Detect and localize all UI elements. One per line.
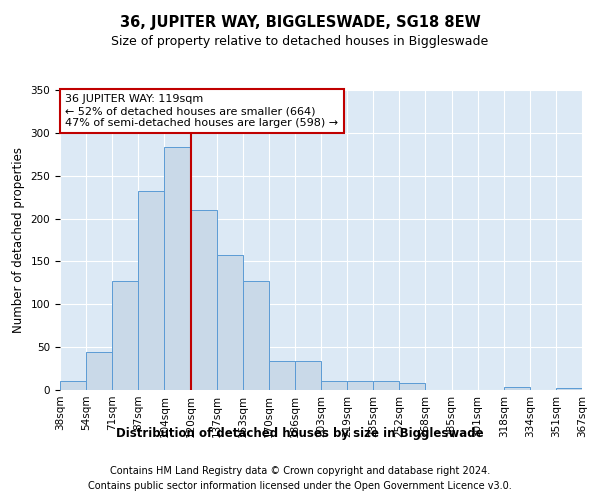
Text: Size of property relative to detached houses in Biggleswade: Size of property relative to detached ho… bbox=[112, 35, 488, 48]
Text: Contains public sector information licensed under the Open Government Licence v3: Contains public sector information licen… bbox=[88, 481, 512, 491]
Bar bbox=[217, 256, 243, 390]
Bar bbox=[86, 352, 112, 390]
Bar bbox=[139, 191, 164, 390]
Bar bbox=[191, 210, 217, 390]
Bar bbox=[112, 281, 139, 390]
Text: Contains HM Land Registry data © Crown copyright and database right 2024.: Contains HM Land Registry data © Crown c… bbox=[110, 466, 490, 476]
Bar bbox=[243, 281, 269, 390]
Text: Distribution of detached houses by size in Biggleswade: Distribution of detached houses by size … bbox=[116, 428, 484, 440]
Text: 36 JUPITER WAY: 119sqm
← 52% of detached houses are smaller (664)
47% of semi-de: 36 JUPITER WAY: 119sqm ← 52% of detached… bbox=[65, 94, 338, 128]
Bar bbox=[400, 383, 425, 390]
Bar bbox=[556, 388, 582, 390]
Text: 36, JUPITER WAY, BIGGLESWADE, SG18 8EW: 36, JUPITER WAY, BIGGLESWADE, SG18 8EW bbox=[119, 15, 481, 30]
Bar bbox=[373, 382, 400, 390]
Bar bbox=[269, 361, 295, 390]
Bar bbox=[347, 382, 373, 390]
Bar bbox=[60, 382, 86, 390]
Bar bbox=[504, 388, 530, 390]
Y-axis label: Number of detached properties: Number of detached properties bbox=[12, 147, 25, 333]
Bar bbox=[295, 361, 321, 390]
Bar bbox=[321, 380, 347, 390]
Bar bbox=[164, 146, 191, 390]
